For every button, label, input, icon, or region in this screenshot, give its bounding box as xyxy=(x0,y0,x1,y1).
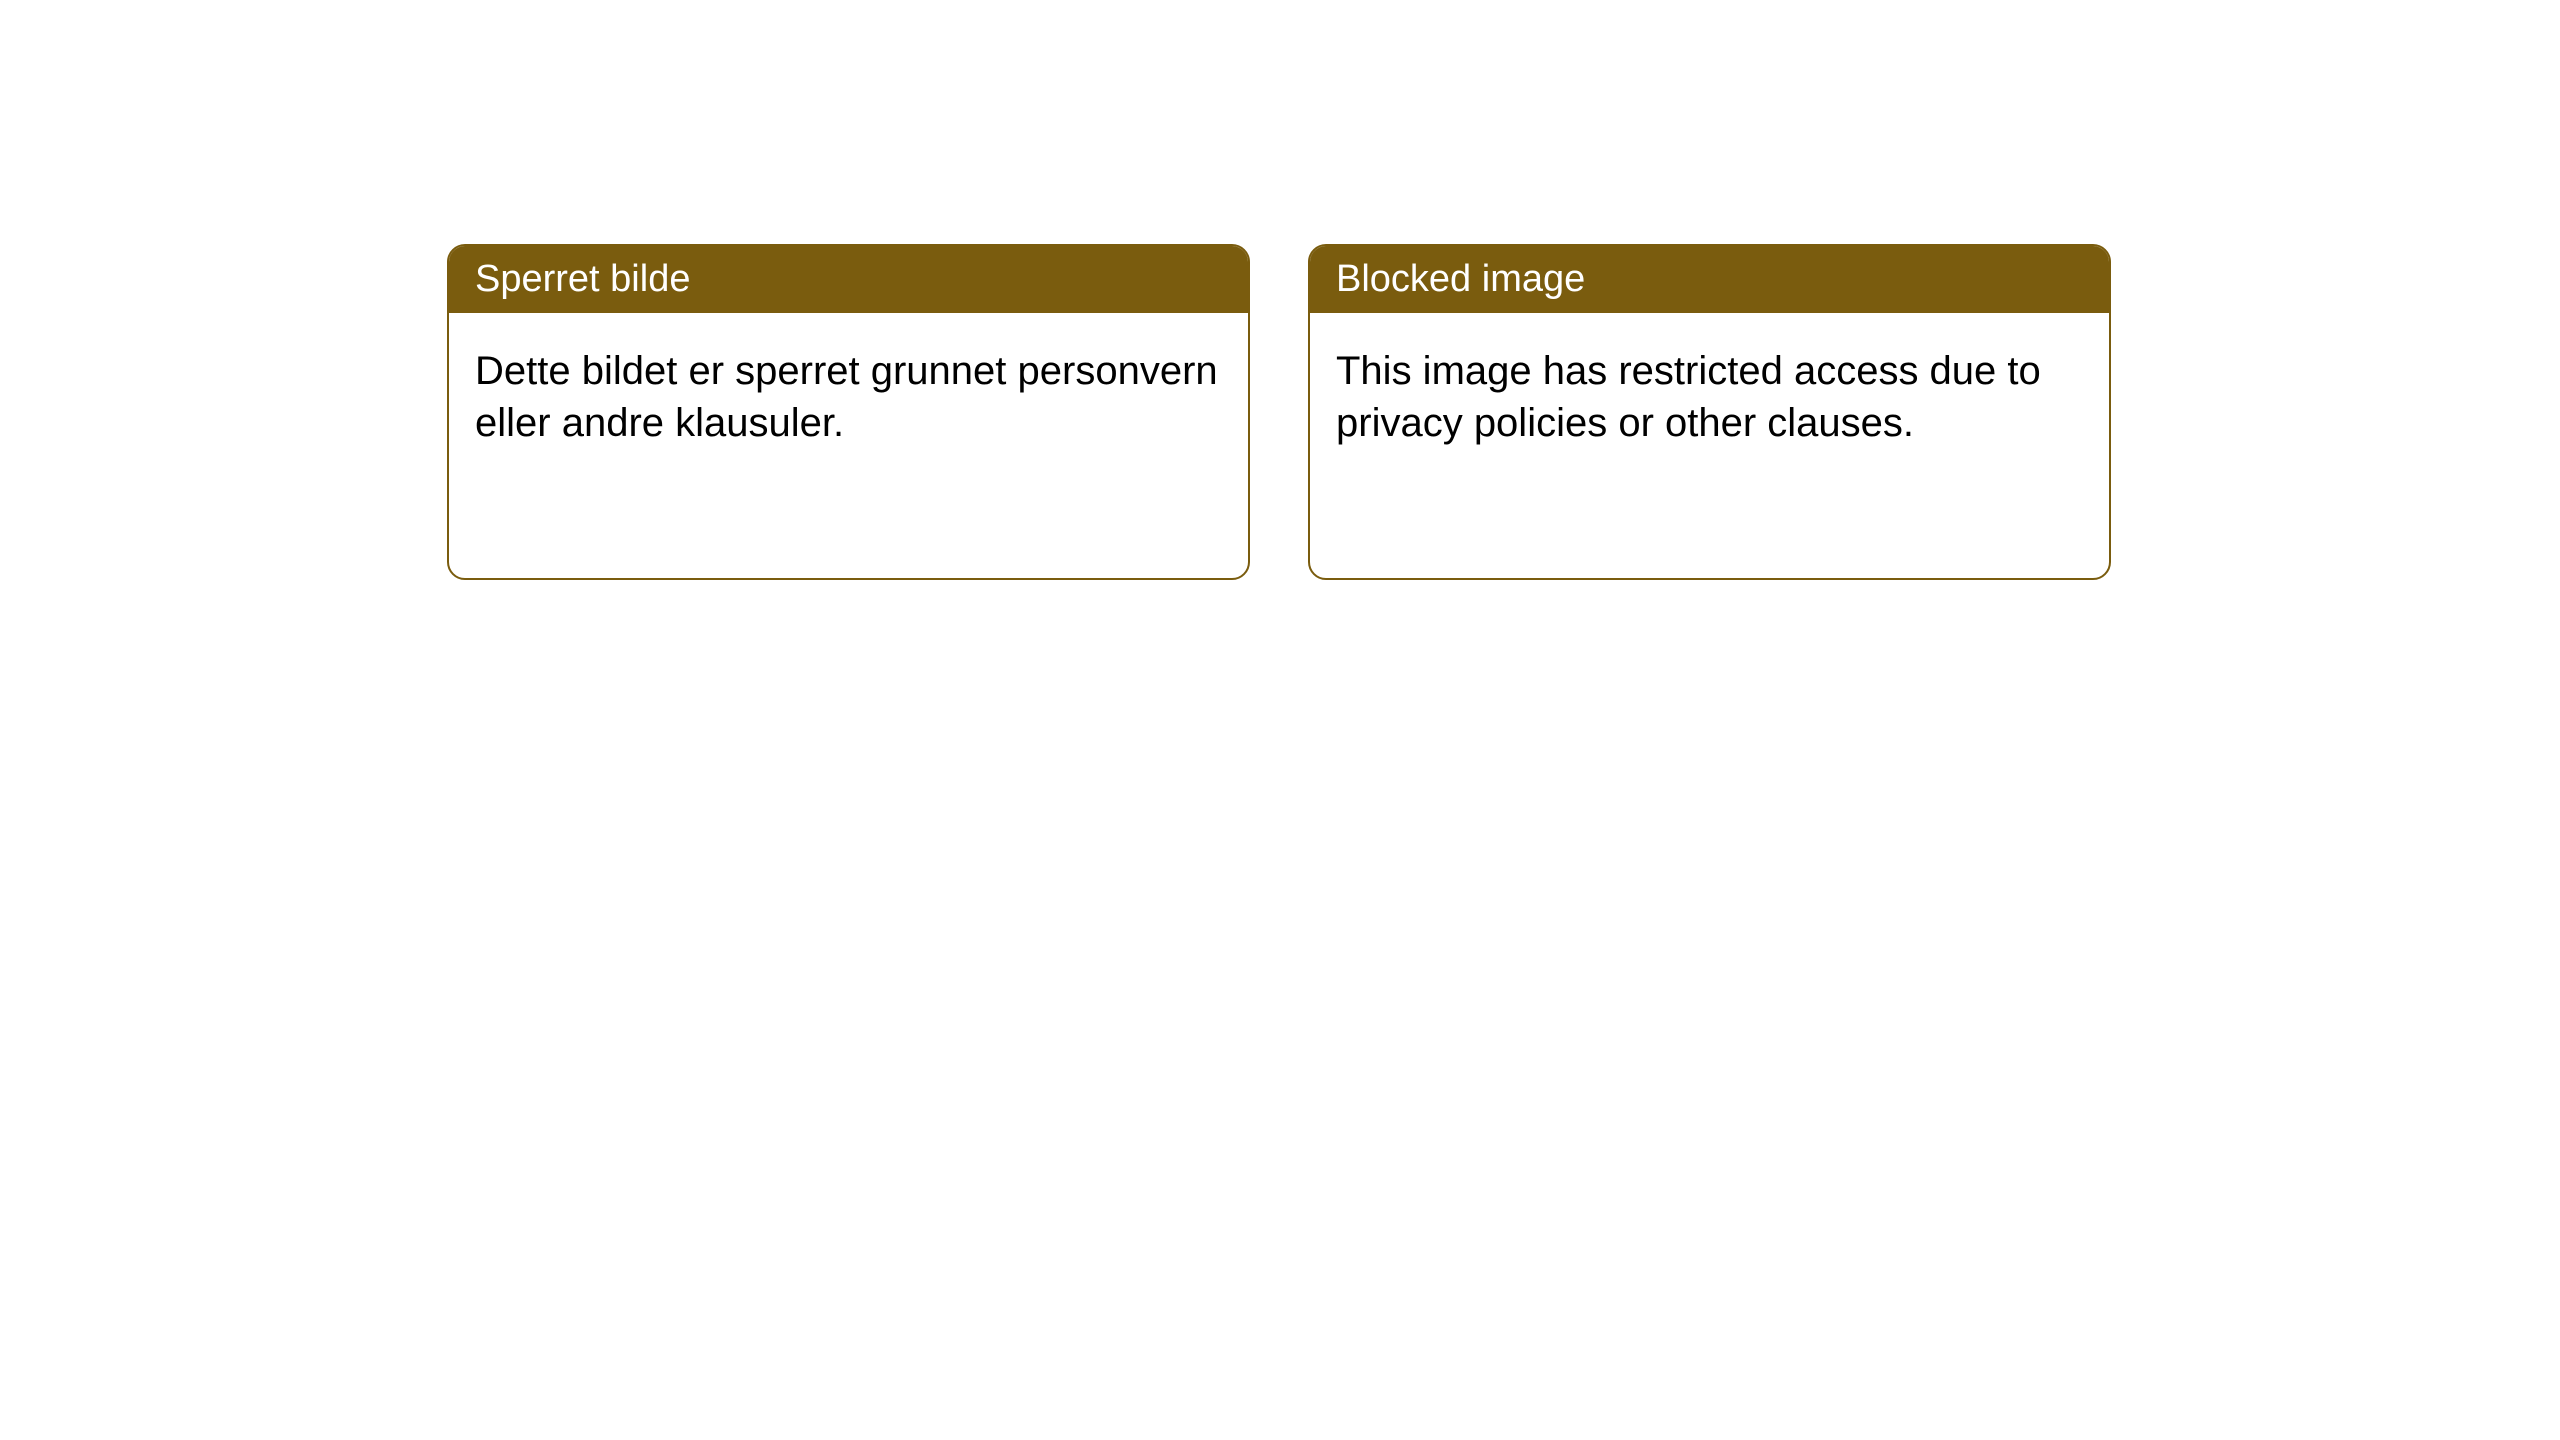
notice-title: Blocked image xyxy=(1336,258,1585,300)
notice-body: Dette bildet er sperret grunnet personve… xyxy=(449,313,1248,481)
notice-body: This image has restricted access due to … xyxy=(1310,313,2109,481)
notice-card-norwegian: Sperret bilde Dette bildet er sperret gr… xyxy=(447,244,1250,580)
notice-header: Blocked image xyxy=(1310,246,2109,313)
notice-text: This image has restricted access due to … xyxy=(1336,349,2041,445)
notice-card-english: Blocked image This image has restricted … xyxy=(1308,244,2111,580)
notice-header: Sperret bilde xyxy=(449,246,1248,313)
notice-title: Sperret bilde xyxy=(475,258,690,300)
notice-container: Sperret bilde Dette bildet er sperret gr… xyxy=(447,244,2111,580)
notice-text: Dette bildet er sperret grunnet personve… xyxy=(475,349,1218,445)
